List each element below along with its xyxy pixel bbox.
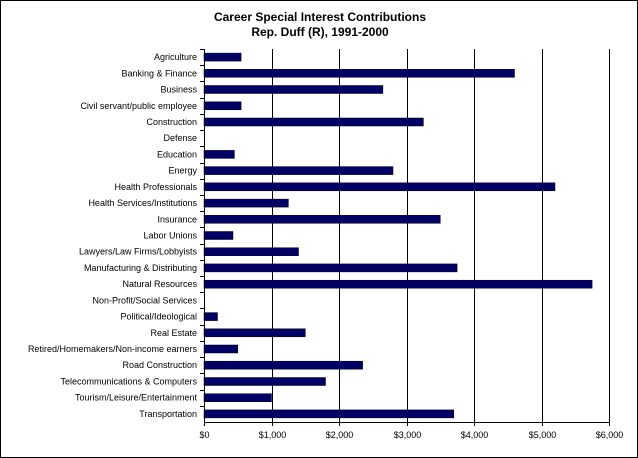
category-label: Road Construction	[122, 360, 197, 370]
bar	[203, 409, 455, 419]
x-tick-label: $0	[199, 430, 209, 440]
category-label: Defense	[163, 133, 197, 143]
category-label: Political/Ideological	[120, 312, 197, 322]
bar	[203, 150, 235, 159]
category-label: Telecommunications & Computers	[60, 377, 197, 387]
bar	[203, 117, 424, 127]
x-tick-label: $1,000	[259, 430, 287, 440]
x-tick-label: $4,000	[461, 430, 489, 440]
bar	[203, 231, 234, 240]
bar	[203, 85, 384, 94]
bar	[203, 182, 556, 192]
chart-subtitle: Rep. Duff (R), 1991-2000	[251, 25, 389, 39]
category-label: Health Services/Institutions	[88, 198, 197, 208]
bar	[203, 344, 239, 354]
category-label: Manufacturing & Distributing	[84, 263, 197, 273]
category-label: Insurance	[157, 214, 197, 224]
bar	[203, 166, 394, 175]
category-label: Civil servant/public employee	[80, 101, 197, 111]
x-tick-label: $6,000	[596, 430, 624, 440]
category-label: Agriculture	[154, 52, 197, 62]
bar	[203, 328, 306, 338]
bar	[203, 263, 458, 273]
category-label: Labor Unions	[143, 231, 197, 241]
category-label: Non-Profit/Social Services	[92, 295, 197, 305]
plot-area: Agriculture Banking & Finance Business Civi…	[28, 49, 623, 440]
category-label: Transportation	[139, 409, 197, 419]
category-label: Banking & Finance	[121, 68, 197, 78]
bar	[203, 101, 242, 111]
category-label: Business	[160, 85, 197, 95]
bar	[203, 198, 289, 208]
chart-title: Career Special Interest Contributions	[214, 10, 426, 24]
bar	[203, 393, 272, 402]
bar	[203, 360, 363, 370]
category-label: Tourism/Leisure/Entertainment	[75, 393, 198, 403]
x-tick-label: $5,000	[529, 430, 557, 440]
category-label: Education	[157, 149, 197, 159]
category-label: Construction	[146, 117, 197, 127]
category-label: Lawyers/Law Firms/Lobbyists	[79, 247, 198, 257]
bar	[203, 215, 441, 224]
x-tick-label: $3,000	[394, 430, 422, 440]
bar	[203, 377, 326, 386]
bar	[203, 312, 218, 321]
bar	[203, 52, 242, 62]
category-label: Retired/Homemakers/Non-income earners	[28, 344, 198, 354]
bar	[203, 69, 515, 78]
category-label: Health Professionals	[114, 182, 197, 192]
category-label: Real Estate	[150, 328, 197, 338]
category-label: Natural Resources	[122, 279, 197, 289]
bar	[203, 247, 299, 256]
bar	[203, 279, 593, 289]
x-tick-label: $2,000	[326, 430, 354, 440]
category-label: Energy	[168, 166, 197, 176]
